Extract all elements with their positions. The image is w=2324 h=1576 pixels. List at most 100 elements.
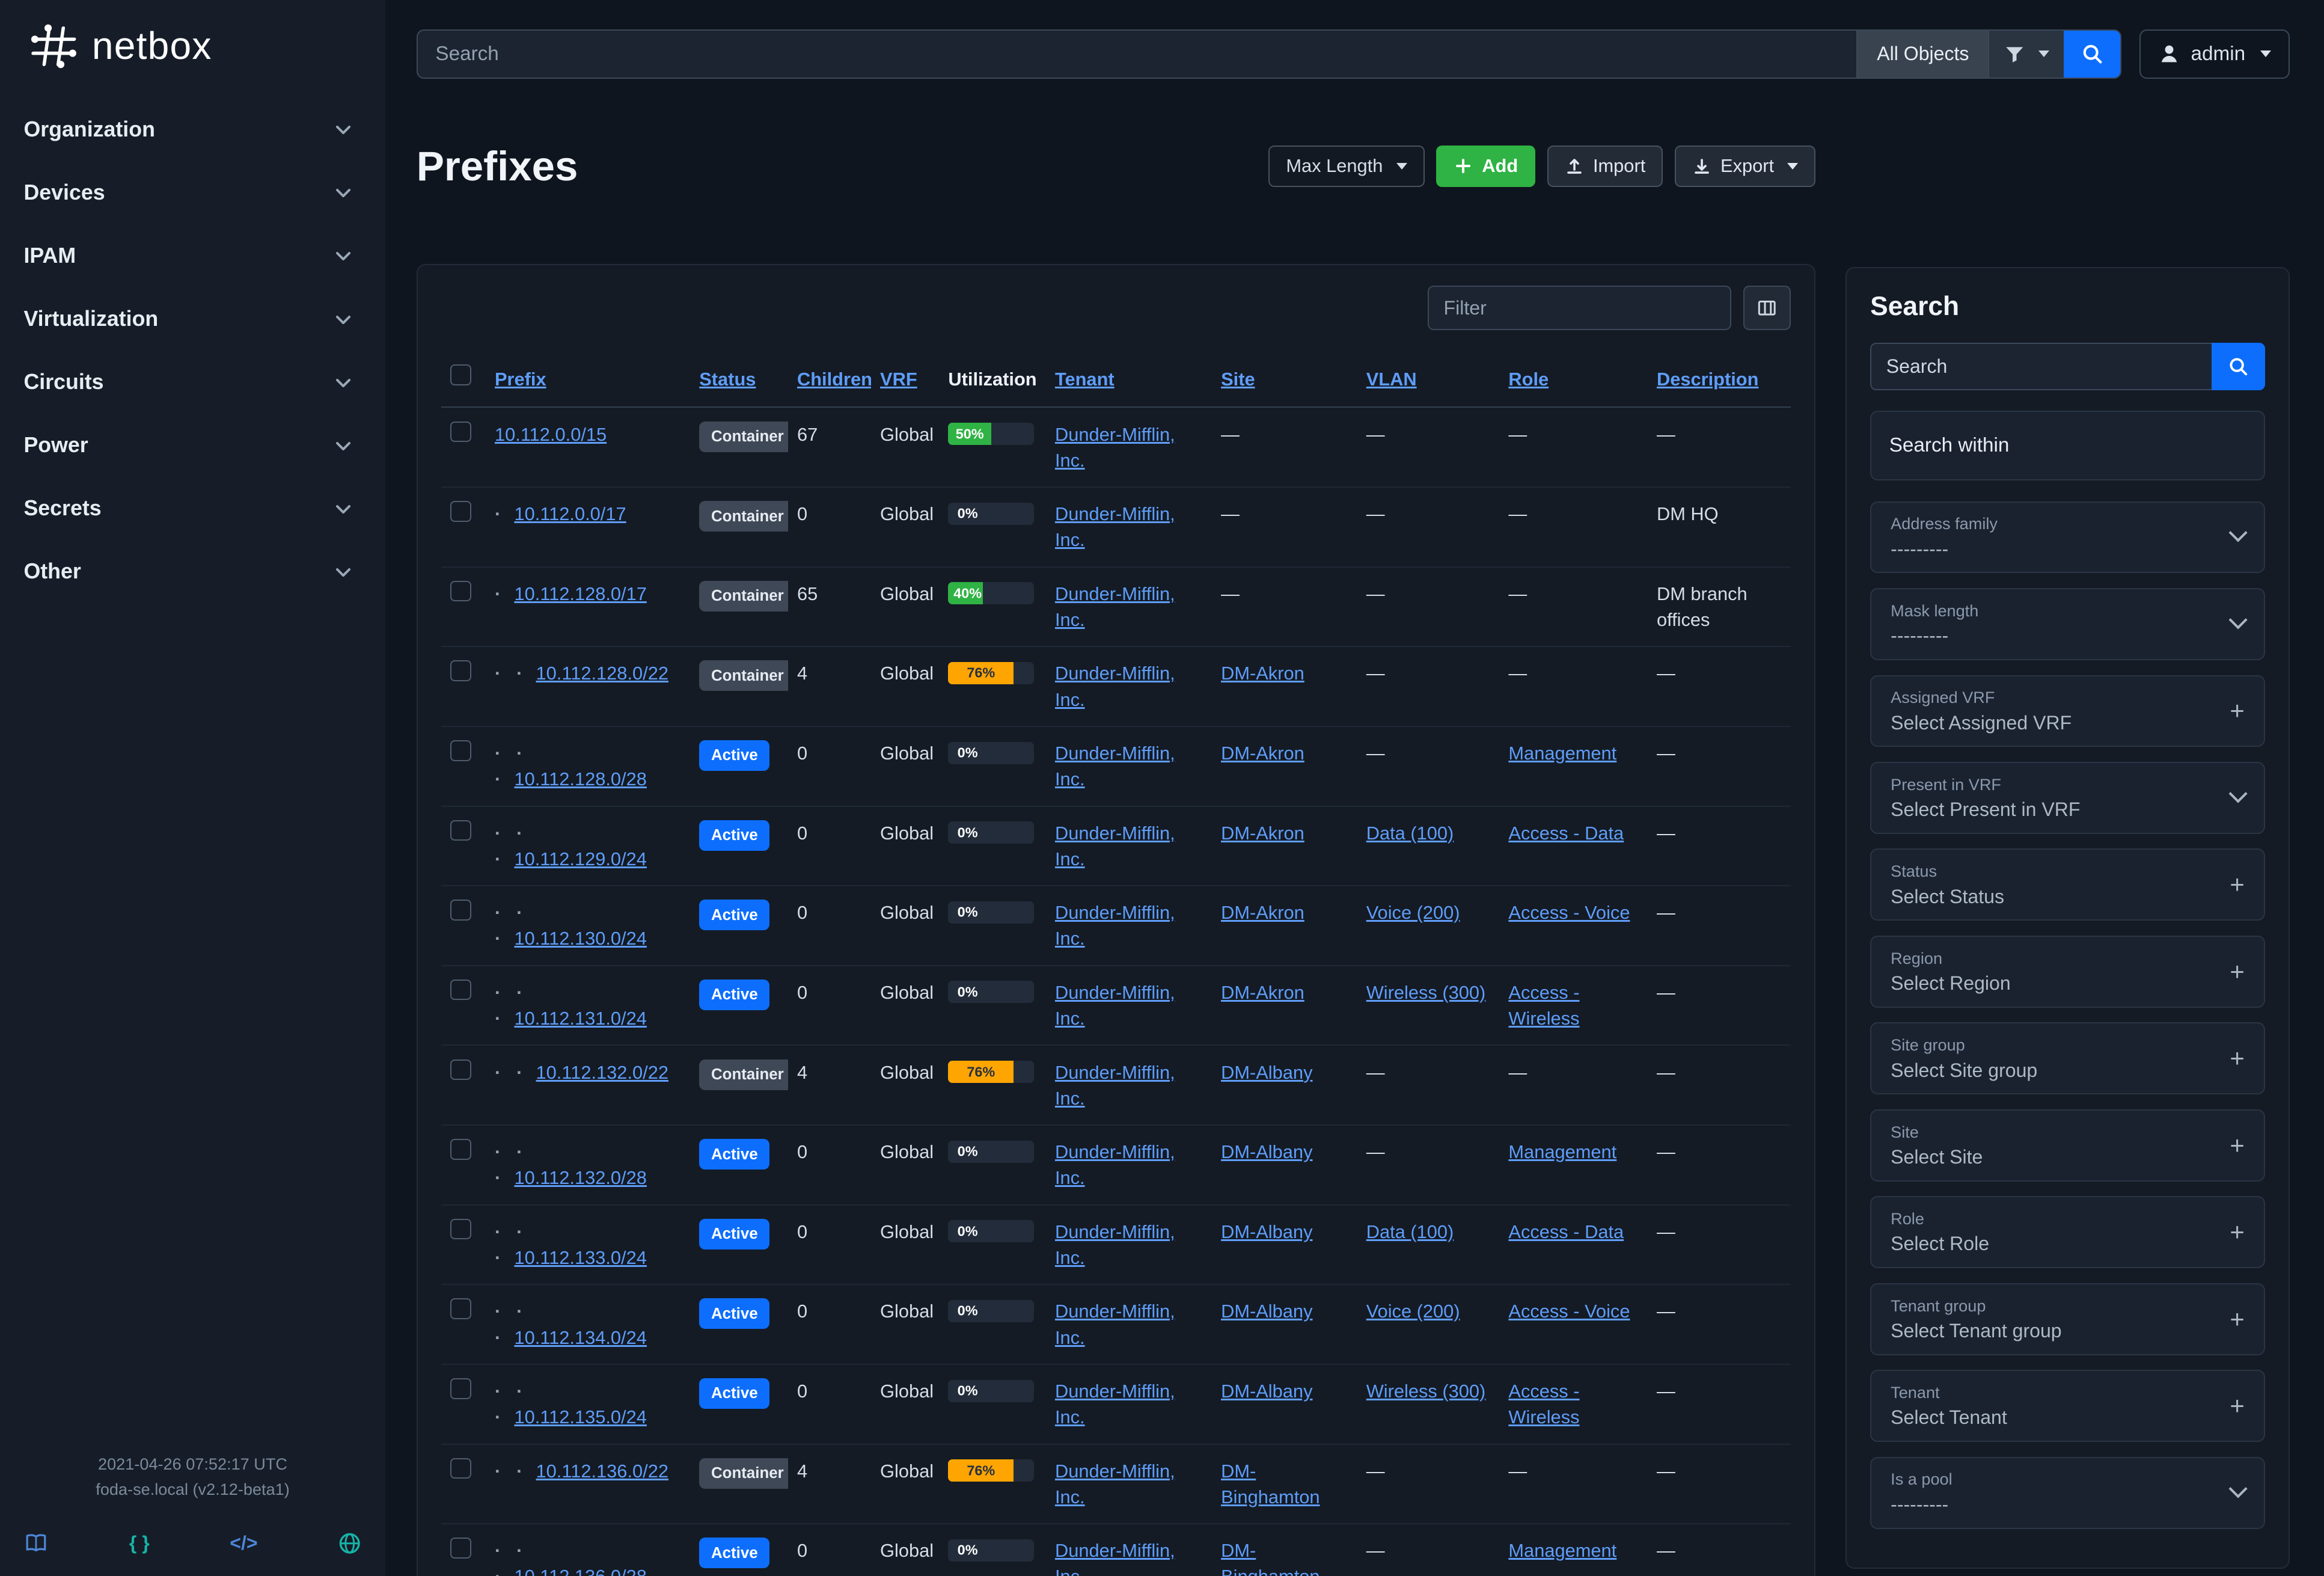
tenant-link[interactable]: Dunder-Mifflin, Inc. bbox=[1054, 503, 1175, 551]
site-link[interactable]: DM-Albany bbox=[1221, 1141, 1313, 1163]
tenant-link[interactable]: Dunder-Mifflin, Inc. bbox=[1054, 1061, 1175, 1109]
site-link[interactable]: DM-Akron bbox=[1221, 663, 1304, 684]
filter-mask-length[interactable]: Mask length --------- bbox=[1870, 588, 2265, 660]
row-checkbox[interactable] bbox=[450, 1298, 471, 1319]
prefix-link[interactable]: 10.112.0.0/17 bbox=[514, 503, 626, 525]
sidebar-item-virtualization[interactable]: Virtualization bbox=[0, 287, 385, 351]
row-checkbox[interactable] bbox=[450, 1059, 471, 1081]
search-within-box[interactable]: Search within bbox=[1870, 411, 2265, 481]
prefix-link[interactable]: 10.112.128.0/17 bbox=[514, 583, 647, 604]
filter-tenant-group[interactable]: Tenant group Select Tenant group + bbox=[1870, 1283, 2265, 1355]
column-sort-link-vrf[interactable]: VRF bbox=[880, 368, 917, 390]
tenant-link[interactable]: Dunder-Mifflin, Inc. bbox=[1054, 1540, 1175, 1576]
vlan-link[interactable]: Voice (200) bbox=[1366, 902, 1460, 924]
tenant-link[interactable]: Dunder-Mifflin, Inc. bbox=[1054, 1221, 1175, 1268]
site-link[interactable]: DM-Akron bbox=[1221, 822, 1304, 844]
prefix-link[interactable]: 10.112.136.0/22 bbox=[536, 1460, 668, 1482]
role-link[interactable]: Access - Voice bbox=[1508, 902, 1630, 924]
brand[interactable]: netbox bbox=[0, 0, 385, 98]
filter-site-group[interactable]: Site group Select Site group + bbox=[1870, 1022, 2265, 1095]
column-sort-link-children[interactable]: Children bbox=[797, 368, 872, 390]
tenant-link[interactable]: Dunder-Mifflin, Inc. bbox=[1054, 1301, 1175, 1348]
table-filter-input[interactable] bbox=[1427, 286, 1732, 331]
role-link[interactable]: Access - Data bbox=[1508, 822, 1624, 844]
role-link[interactable]: Management bbox=[1508, 1141, 1617, 1163]
prefix-link[interactable]: 10.112.132.0/22 bbox=[536, 1061, 668, 1083]
site-link[interactable]: DM-Binghamton bbox=[1221, 1460, 1320, 1507]
tenant-link[interactable]: Dunder-Mifflin, Inc. bbox=[1054, 981, 1175, 1029]
sidebar-item-other[interactable]: Other bbox=[0, 540, 385, 603]
tenant-link[interactable]: Dunder-Mifflin, Inc. bbox=[1054, 822, 1175, 869]
row-checkbox[interactable] bbox=[450, 501, 471, 522]
tenant-link[interactable]: Dunder-Mifflin, Inc. bbox=[1054, 663, 1175, 710]
column-sort-link-vlan[interactable]: VLAN bbox=[1366, 368, 1417, 390]
prefix-link[interactable]: 10.112.136.0/28 bbox=[514, 1566, 646, 1575]
global-search-input[interactable] bbox=[417, 31, 1857, 78]
user-menu-button[interactable]: admin bbox=[2139, 29, 2290, 79]
role-link[interactable]: Access - Wireless bbox=[1508, 981, 1580, 1029]
sidebar-item-circuits[interactable]: Circuits bbox=[0, 351, 385, 414]
vlan-link[interactable]: Data (100) bbox=[1366, 1221, 1454, 1242]
panel-search-input[interactable] bbox=[1870, 342, 2212, 390]
site-link[interactable]: DM-Akron bbox=[1221, 902, 1304, 924]
search-scope-dropdown[interactable]: All Objects bbox=[1856, 31, 1989, 78]
prefix-link[interactable]: 10.112.134.0/24 bbox=[514, 1326, 647, 1348]
row-checkbox[interactable] bbox=[450, 979, 471, 1001]
prefix-link[interactable]: 10.112.130.0/24 bbox=[514, 928, 647, 949]
row-checkbox[interactable] bbox=[450, 1218, 471, 1240]
tenant-link[interactable]: Dunder-Mifflin, Inc. bbox=[1054, 1460, 1175, 1507]
vlan-link[interactable]: Data (100) bbox=[1366, 822, 1454, 844]
prefix-link[interactable]: 10.112.131.0/24 bbox=[514, 1008, 647, 1029]
filter-site[interactable]: Site Select Site + bbox=[1870, 1109, 2265, 1182]
sidebar-item-power[interactable]: Power bbox=[0, 414, 385, 477]
role-link[interactable]: Management bbox=[1508, 1540, 1617, 1562]
tenant-link[interactable]: Dunder-Mifflin, Inc. bbox=[1054, 1141, 1175, 1189]
row-checkbox[interactable] bbox=[450, 1378, 471, 1399]
tenant-link[interactable]: Dunder-Mifflin, Inc. bbox=[1054, 902, 1175, 949]
filter-present-in-vrf[interactable]: Present in VRF Select Present in VRF bbox=[1870, 762, 2265, 834]
row-checkbox[interactable] bbox=[450, 1458, 471, 1479]
row-checkbox[interactable] bbox=[450, 660, 471, 681]
row-checkbox[interactable] bbox=[450, 421, 471, 443]
row-checkbox[interactable] bbox=[450, 820, 471, 841]
add-button[interactable]: Add bbox=[1436, 145, 1536, 187]
filter-role[interactable]: Role Select Role + bbox=[1870, 1196, 2265, 1269]
column-sort-link-site[interactable]: Site bbox=[1221, 368, 1255, 390]
row-checkbox[interactable] bbox=[450, 740, 471, 761]
docs-book-icon[interactable] bbox=[23, 1532, 49, 1554]
search-filter-button[interactable] bbox=[1988, 31, 2064, 78]
vlan-link[interactable]: Wireless (300) bbox=[1366, 981, 1486, 1003]
role-link[interactable]: Access - Voice bbox=[1508, 1301, 1630, 1322]
filter-assigned-vrf[interactable]: Assigned VRF Select Assigned VRF + bbox=[1870, 675, 2265, 747]
sidebar-item-devices[interactable]: Devices bbox=[0, 161, 385, 224]
column-sort-link-status[interactable]: Status bbox=[699, 368, 756, 390]
role-link[interactable]: Access - Wireless bbox=[1508, 1381, 1580, 1428]
prefix-link[interactable]: 10.112.129.0/24 bbox=[514, 848, 647, 869]
export-button[interactable]: Export bbox=[1675, 145, 1816, 187]
configure-columns-button[interactable] bbox=[1743, 286, 1791, 331]
row-checkbox[interactable] bbox=[450, 580, 471, 602]
search-submit-button[interactable] bbox=[2064, 31, 2121, 78]
import-button[interactable]: Import bbox=[1547, 145, 1663, 187]
rest-api-braces-icon[interactable]: { } bbox=[129, 1532, 150, 1554]
prefix-link[interactable]: 10.112.133.0/24 bbox=[514, 1246, 647, 1268]
site-link[interactable]: DM-Albany bbox=[1221, 1381, 1313, 1402]
prefix-link[interactable]: 10.112.0.0/15 bbox=[494, 423, 607, 445]
globe-icon[interactable] bbox=[338, 1532, 361, 1555]
filter-status[interactable]: Status Select Status + bbox=[1870, 848, 2265, 921]
column-sort-link-prefix[interactable]: Prefix bbox=[494, 368, 546, 390]
panel-search-button[interactable] bbox=[2212, 342, 2265, 390]
code-icon[interactable]: </> bbox=[230, 1532, 258, 1554]
row-checkbox[interactable] bbox=[450, 900, 471, 921]
prefix-link[interactable]: 10.112.128.0/28 bbox=[514, 768, 647, 790]
column-sort-link-tenant[interactable]: Tenant bbox=[1054, 368, 1115, 390]
role-link[interactable]: Management bbox=[1508, 743, 1617, 764]
filter-tenant[interactable]: Tenant Select Tenant + bbox=[1870, 1370, 2265, 1443]
sidebar-item-secrets[interactable]: Secrets bbox=[0, 477, 385, 540]
tenant-link[interactable]: Dunder-Mifflin, Inc. bbox=[1054, 583, 1175, 630]
site-link[interactable]: DM-Binghamton bbox=[1221, 1540, 1319, 1576]
row-checkbox[interactable] bbox=[450, 1139, 471, 1160]
prefix-link[interactable]: 10.112.128.0/22 bbox=[536, 663, 668, 684]
prefix-link[interactable]: 10.112.135.0/24 bbox=[514, 1406, 647, 1428]
vlan-link[interactable]: Voice (200) bbox=[1366, 1301, 1460, 1322]
